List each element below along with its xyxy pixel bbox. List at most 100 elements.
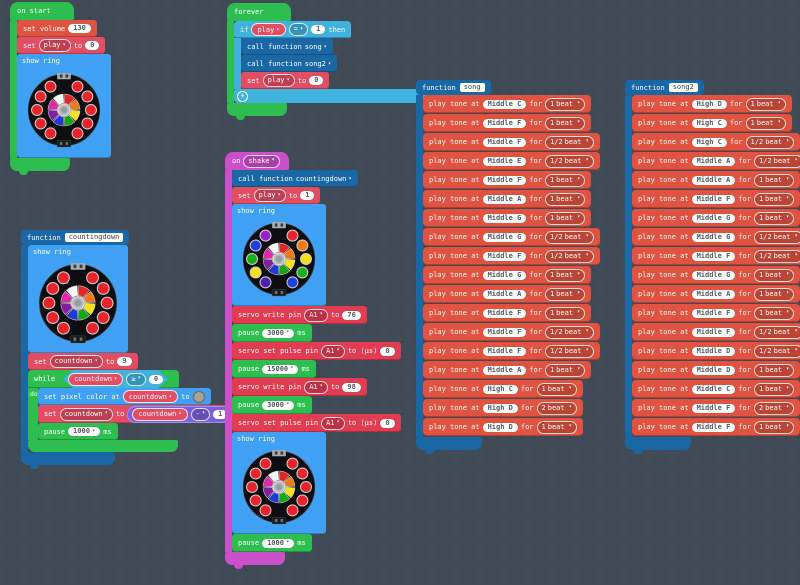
pin-dropdown[interactable]: A1 bbox=[321, 344, 345, 358]
beat-dropdown[interactable]: 1/2 beat bbox=[544, 135, 594, 149]
variable-dropdown[interactable]: play bbox=[262, 74, 295, 87]
play-tone-block[interactable]: play tone at Middle F for 1/2 beat bbox=[632, 247, 800, 265]
beat-dropdown[interactable]: 1 beat bbox=[753, 420, 795, 434]
note-dropdown[interactable]: Middle F bbox=[691, 403, 736, 413]
note-dropdown[interactable]: Middle D bbox=[691, 365, 736, 375]
servo-set-pulse-block[interactable]: servo set pulse pin A1 to (µs) 0 bbox=[232, 414, 401, 432]
value-field[interactable]: 9 bbox=[117, 357, 132, 366]
show-ring-block[interactable]: show ring bbox=[28, 245, 128, 353]
beat-dropdown[interactable]: 1 beat bbox=[544, 211, 586, 225]
pause-duration-dropdown[interactable]: 3000 bbox=[262, 400, 295, 410]
servo-angle-field[interactable]: 98 bbox=[342, 382, 361, 392]
note-dropdown[interactable]: Middle F bbox=[691, 422, 736, 432]
beat-dropdown[interactable]: 1 beat bbox=[745, 97, 786, 111]
note-dropdown[interactable]: Middle C bbox=[691, 384, 736, 394]
color-swatch[interactable] bbox=[192, 390, 205, 403]
play-tone-block[interactable]: play tone at Middle A for 1/2 beat bbox=[632, 152, 800, 170]
beat-dropdown[interactable]: 1 beat bbox=[745, 116, 786, 130]
note-dropdown[interactable]: Middle A bbox=[691, 156, 736, 166]
note-dropdown[interactable]: Middle F bbox=[482, 251, 527, 261]
if-block[interactable]: if play = 1 then call function song bbox=[234, 21, 446, 103]
function-name-field[interactable]: countingdown bbox=[64, 233, 124, 242]
expand-if-plus-icon[interactable]: + bbox=[237, 90, 248, 102]
pause-duration-dropdown[interactable]: 1000 bbox=[68, 427, 101, 436]
note-dropdown[interactable]: Middle G bbox=[482, 213, 527, 223]
beat-dropdown[interactable]: 1 beat bbox=[753, 287, 795, 301]
function-song2-hat[interactable]: function song2 bbox=[625, 80, 704, 95]
play-tone-block[interactable]: play tone at Middle G for 1 beat bbox=[423, 266, 592, 284]
note-dropdown[interactable]: Middle G bbox=[691, 270, 736, 280]
forever-hat[interactable]: forever bbox=[227, 3, 291, 21]
beat-dropdown[interactable]: 1 beat bbox=[753, 211, 795, 225]
beat-dropdown[interactable]: 1/2 beat bbox=[544, 344, 594, 358]
function-countingdown-hat[interactable]: function countingdown bbox=[21, 230, 130, 245]
note-dropdown[interactable]: High D bbox=[482, 403, 518, 413]
variable-dropdown[interactable]: play bbox=[38, 39, 71, 52]
function-song-block[interactable]: function song play tone at Middle C for … bbox=[416, 80, 600, 454]
function-name-field[interactable]: song2 bbox=[668, 83, 698, 92]
while-condition-hexagon[interactable]: countdown ≥ 0 bbox=[58, 370, 173, 388]
beat-dropdown[interactable]: 1 beat bbox=[753, 192, 795, 206]
pulse-value-field[interactable]: 0 bbox=[380, 418, 395, 428]
show-ring-block[interactable]: show ring bbox=[232, 432, 326, 534]
play-tone-block[interactable]: play tone at Middle F for 1 beat bbox=[423, 114, 592, 132]
note-dropdown[interactable]: High D bbox=[691, 99, 727, 109]
comparison-operator-dropdown[interactable]: = bbox=[288, 23, 309, 36]
math-operator-dropdown[interactable]: - bbox=[190, 407, 211, 421]
note-dropdown[interactable]: Middle F bbox=[482, 175, 527, 185]
beat-dropdown[interactable]: 1 beat bbox=[753, 268, 795, 282]
note-dropdown[interactable]: Middle F bbox=[691, 194, 736, 204]
beat-dropdown[interactable]: 1/2 beat bbox=[753, 154, 800, 168]
call-function-countingdown-block[interactable]: call function countingdown bbox=[232, 170, 358, 187]
beat-dropdown[interactable]: 1 beat bbox=[753, 306, 795, 320]
condition-variable-dropdown[interactable]: countdown bbox=[68, 373, 123, 386]
note-dropdown[interactable]: Middle F bbox=[691, 251, 736, 261]
beat-dropdown[interactable]: 1/2 beat bbox=[753, 325, 800, 339]
play-tone-block[interactable]: play tone at Middle F for 1/2 beat bbox=[632, 323, 800, 341]
pause-duration-dropdown[interactable]: 3000 bbox=[262, 328, 295, 338]
beat-dropdown[interactable]: 2 beat bbox=[536, 401, 577, 415]
pin-dropdown[interactable]: A1 bbox=[304, 380, 328, 394]
pause-block[interactable]: pause 3000 ms bbox=[232, 396, 312, 414]
on-start-hat[interactable]: on start bbox=[10, 2, 74, 20]
gesture-dropdown[interactable]: shake bbox=[243, 154, 280, 168]
value-field[interactable]: 0 bbox=[309, 76, 324, 85]
forever-block[interactable]: forever if play = 1 then bbox=[227, 3, 446, 120]
beat-dropdown[interactable]: 1 beat bbox=[536, 382, 577, 396]
beat-dropdown[interactable]: 1 beat bbox=[544, 97, 586, 111]
call-function-song-block[interactable]: call function song bbox=[241, 38, 333, 55]
beat-dropdown[interactable]: 1 beat bbox=[753, 173, 795, 187]
pulse-value-field[interactable]: 0 bbox=[380, 346, 395, 356]
beat-dropdown[interactable]: 1 beat bbox=[544, 173, 586, 187]
servo-write-block[interactable]: servo write pin A1 to 76 bbox=[232, 306, 367, 324]
variable-dropdown[interactable]: play bbox=[253, 189, 286, 202]
beat-dropdown[interactable]: 1/2 beat bbox=[753, 230, 800, 244]
play-tone-block[interactable]: play tone at Middle F for 1 beat bbox=[632, 304, 800, 322]
condition-value-field[interactable]: 1 bbox=[311, 25, 326, 34]
servo-angle-field[interactable]: 76 bbox=[342, 310, 361, 320]
pixel-index-variable-dropdown[interactable]: countdown bbox=[122, 390, 179, 403]
note-dropdown[interactable]: Middle A bbox=[482, 194, 527, 204]
expression-variable-dropdown[interactable]: countdown bbox=[132, 407, 188, 421]
beat-dropdown[interactable]: 1 beat bbox=[544, 363, 586, 377]
math-expression-block[interactable]: countdown - 1 bbox=[127, 405, 233, 423]
note-dropdown[interactable]: High C bbox=[691, 118, 727, 128]
play-tone-block[interactable]: play tone at Middle G for 1 beat bbox=[423, 209, 592, 227]
show-ring-block[interactable]: show ring bbox=[17, 54, 111, 158]
beat-dropdown[interactable]: 1/2 beat bbox=[544, 325, 594, 339]
note-dropdown[interactable]: High C bbox=[482, 384, 518, 394]
on-shake-hat[interactable]: on shake bbox=[225, 152, 289, 170]
beat-dropdown[interactable]: 1 beat bbox=[544, 192, 586, 206]
play-tone-block[interactable]: play tone at Middle F for 1/2 beat bbox=[423, 342, 600, 360]
beat-dropdown[interactable]: 2 beat bbox=[753, 401, 795, 415]
play-tone-block[interactable]: play tone at Middle A for 1 beat bbox=[423, 190, 592, 208]
play-tone-block[interactable]: play tone at Middle G for 1/2 beat bbox=[632, 228, 800, 246]
play-tone-block[interactable]: play tone at Middle G for 1 beat bbox=[632, 266, 800, 284]
function-name-dropdown[interactable]: song bbox=[305, 43, 327, 51]
play-tone-block[interactable]: play tone at Middle F for 1 beat bbox=[423, 304, 592, 322]
note-dropdown[interactable]: Middle F bbox=[482, 327, 527, 337]
beat-dropdown[interactable]: 1/2 beat bbox=[753, 344, 800, 358]
beat-dropdown[interactable]: 1 beat bbox=[544, 116, 586, 130]
beat-dropdown[interactable]: 1 beat bbox=[753, 363, 795, 377]
